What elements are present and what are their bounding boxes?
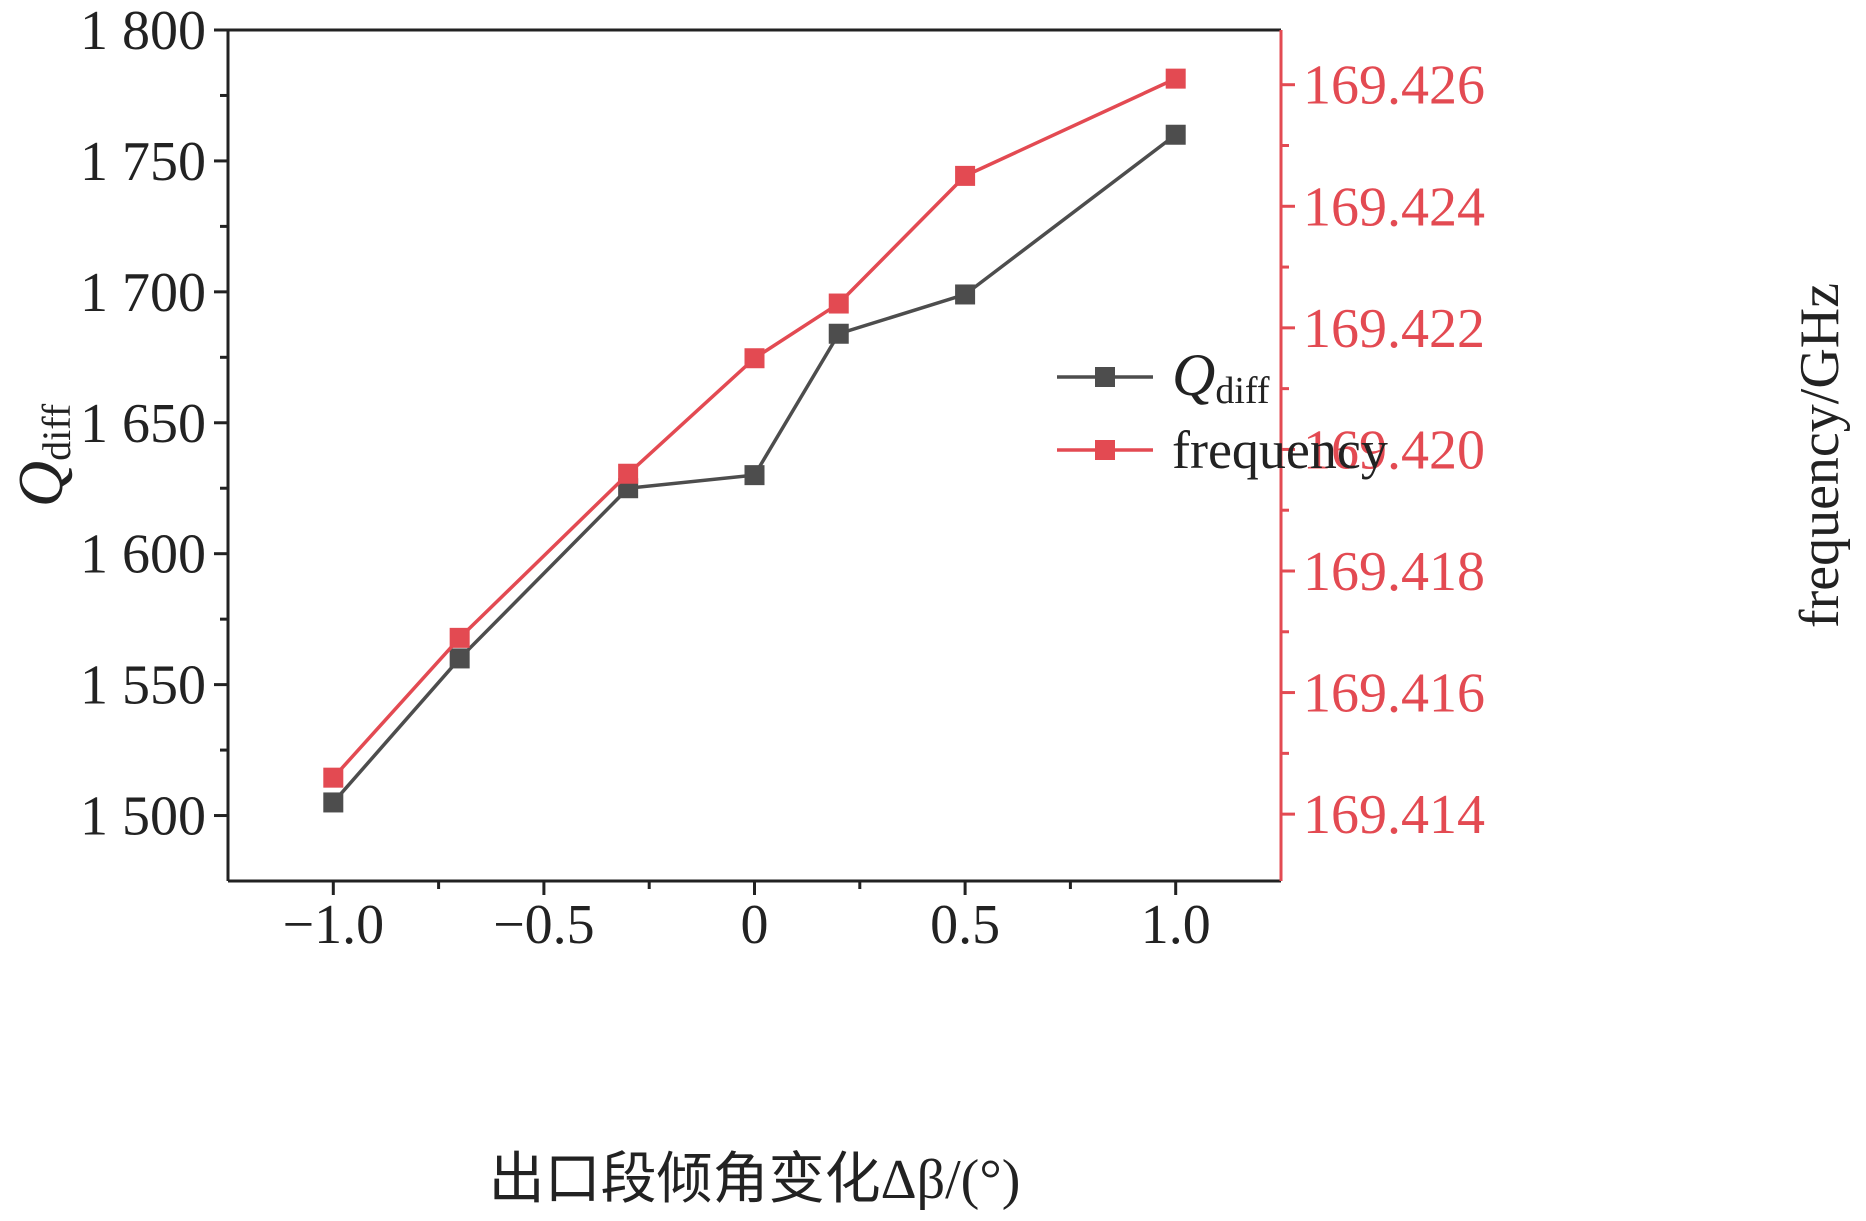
y-axis-title: Qdiff: [5, 403, 79, 507]
data-point-frequency: [323, 767, 344, 788]
legend: Qdiff frequency: [1057, 342, 1388, 480]
y-axis-title-main: Q: [5, 461, 76, 507]
data-point-qdiff: [828, 323, 849, 344]
y2-tick-label: 169.414: [1303, 784, 1485, 846]
legend-label-qdiff-main: Q: [1172, 342, 1215, 408]
data-point-frequency: [1165, 68, 1186, 89]
data-point-frequency: [449, 627, 470, 648]
y-axis-right: 169.414 169.416 169.418 169.420 169.422 169.4…: [1281, 55, 1485, 846]
x-tick-label: 0: [741, 894, 769, 956]
x-tick-label: −1.0: [283, 894, 385, 956]
data-point-frequency: [828, 293, 849, 314]
legend-entry-qdiff: Qdiff: [1057, 342, 1270, 412]
data-point-qdiff: [449, 648, 470, 669]
data-point-qdiff: [744, 465, 765, 486]
y-tick-label: 1 600: [80, 524, 206, 586]
x-axis-title: 出口段倾角变化Δβ/(°): [489, 1149, 1021, 1211]
y2-tick-label: 169.416: [1303, 663, 1485, 725]
y2-tick-label: 169.422: [1303, 298, 1485, 360]
y-tick-label: 1 650: [80, 393, 206, 455]
y-tick-label: 1 750: [80, 131, 206, 193]
y-tick-label: 1 500: [80, 786, 206, 848]
legend-label-qdiff-sub: diff: [1215, 370, 1270, 412]
y-tick-label: 1 550: [80, 655, 206, 717]
series-layer: [323, 68, 1186, 813]
x-tick-label: 1.0: [1141, 894, 1211, 956]
data-point-frequency: [955, 165, 976, 186]
x-tick-label: 0.5: [930, 894, 1000, 956]
data-point-frequency: [744, 348, 765, 369]
legend-label-qdiff: Qdiff: [1172, 342, 1270, 412]
data-point-qdiff: [955, 284, 976, 305]
x-tick-label: −0.5: [493, 894, 595, 956]
data-point-qdiff: [1165, 124, 1186, 145]
series-line-frequency: [332, 77, 1177, 779]
legend-entry-frequency: frequency: [1057, 420, 1388, 480]
legend-marker-frequency: [1095, 440, 1115, 460]
y-tick-label: 1 700: [80, 262, 206, 324]
y2-tick-label: 169.426: [1303, 55, 1485, 117]
y2-axis-title: frequency/GHz: [1789, 283, 1851, 628]
data-point-frequency: [618, 463, 639, 484]
x-axis: −1.0 −0.5 0 0.5 1.0: [283, 881, 1211, 956]
y2-tick-label: 169.418: [1303, 541, 1485, 603]
y2-tick-label: 169.424: [1303, 176, 1485, 238]
y-axis-title-sub: diff: [34, 403, 79, 461]
data-point-qdiff: [323, 792, 344, 813]
legend-marker-qdiff: [1095, 367, 1115, 387]
legend-label-frequency: frequency: [1172, 420, 1388, 480]
y-axis-left: 1 500 1 550 1 600 1 650 1 700 1 750 1 800: [80, 0, 228, 848]
y-tick-label: 1 800: [80, 0, 206, 62]
plot-frame: [226, 28, 1283, 883]
y2-tick-label: 169.420: [1303, 419, 1485, 481]
